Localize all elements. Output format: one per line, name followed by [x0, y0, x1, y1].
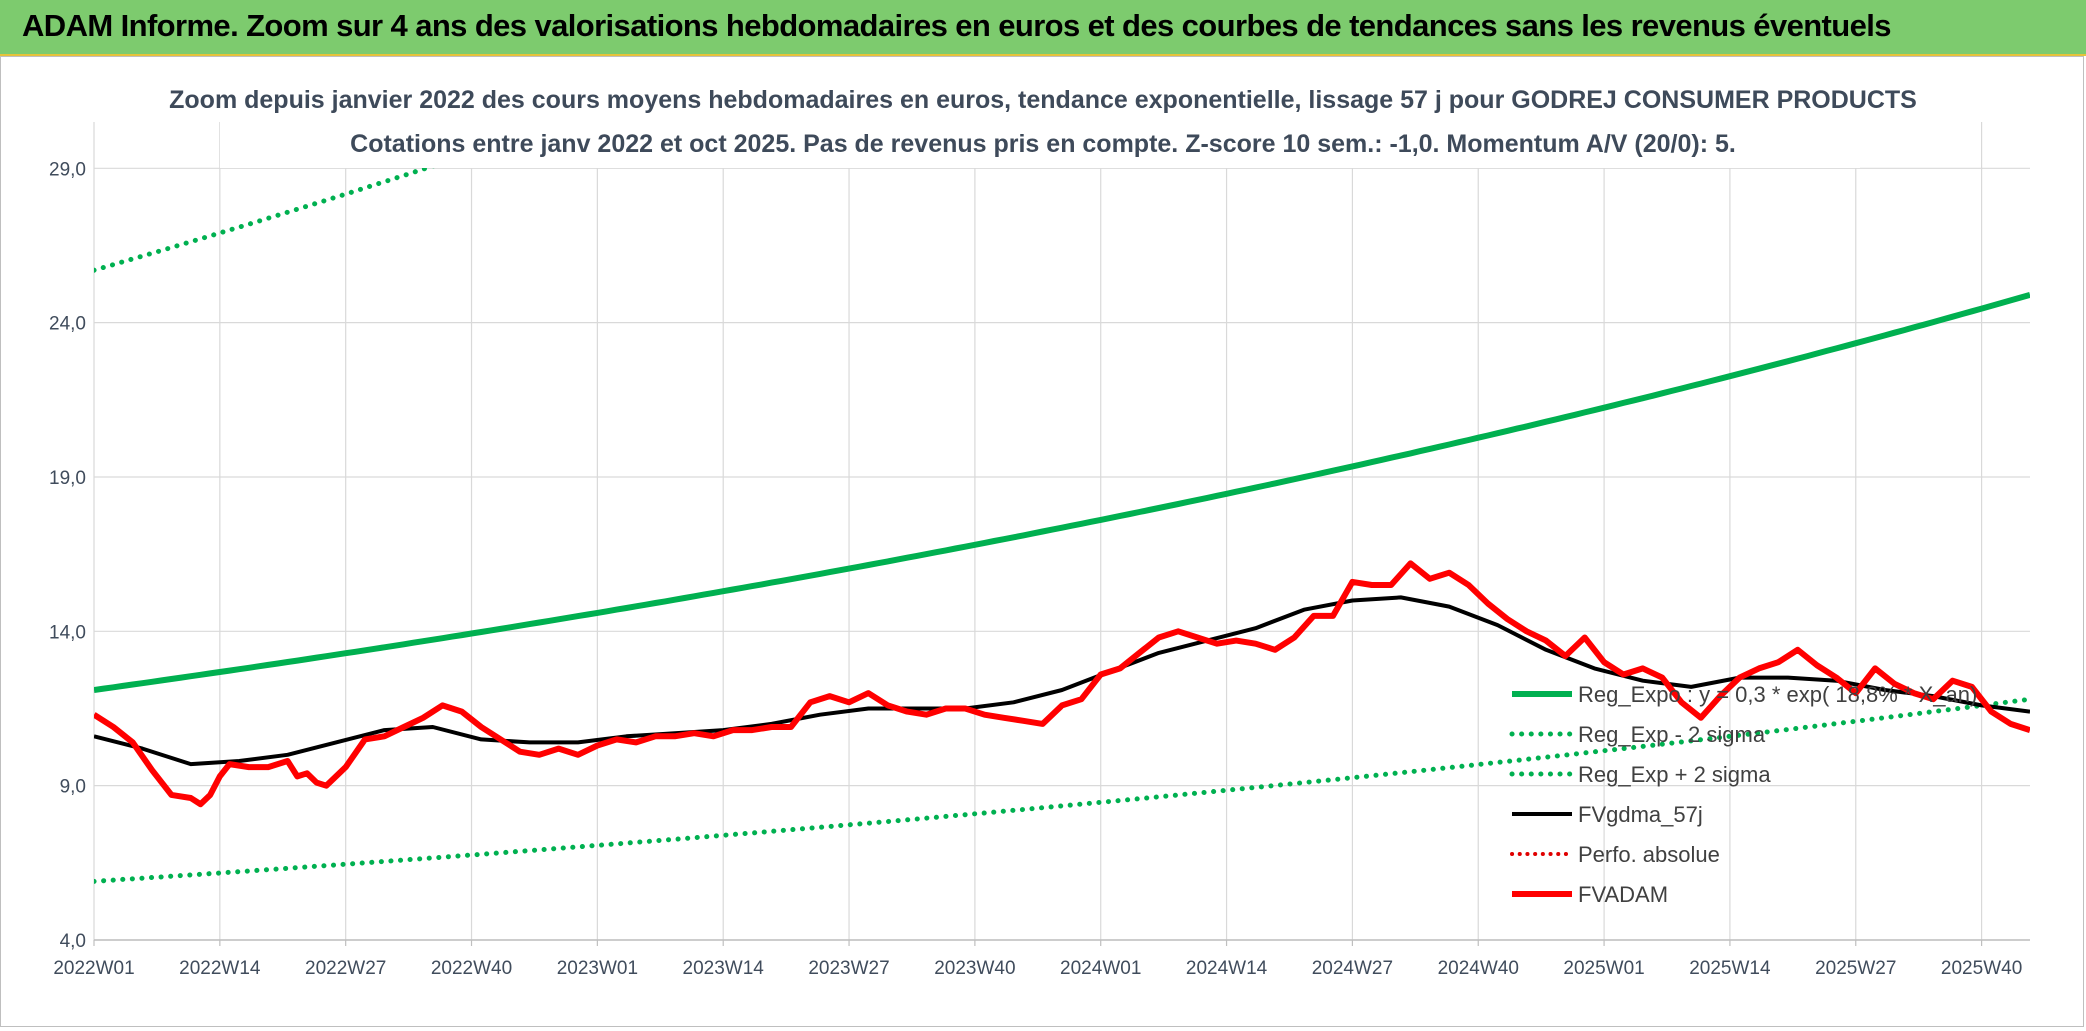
x-tick-label: 2022W14 [179, 958, 261, 979]
x-tick-label: 2024W14 [1186, 958, 1268, 979]
subtitle-backdrop [220, 78, 1860, 168]
legend-label: FVgdma_57j [1578, 802, 1703, 827]
series-group [94, 122, 2030, 884]
chart-subtitle: Cotations entre janv 2022 et oct 2025. P… [350, 130, 1736, 158]
x-tick-label: 2025W27 [1815, 958, 1896, 979]
chart-title: Zoom depuis janvier 2022 des cours moyen… [169, 86, 1917, 114]
x-tick-label: 2025W40 [1941, 958, 2022, 979]
x-tick-label: 2023W01 [557, 958, 638, 979]
legend: Reg_Expo : y = 0,3 * exp( 18,8% * X_an) R… [1509, 682, 1977, 907]
x-tick-label: 2023W14 [683, 958, 765, 979]
chart-frame [0, 56, 2084, 1027]
x-tick-label: 2022W27 [305, 958, 386, 979]
x-tick-label: 2024W27 [1312, 958, 1393, 979]
x-tick-label: 2023W27 [808, 958, 889, 979]
legend-label: Reg_Exp - 2 sigma [1578, 722, 1766, 747]
header-banner: ADAM Informe. Zoom sur 4 ans des valoris… [0, 0, 2086, 56]
y-tick-label: 24,0 [49, 314, 86, 335]
y-tick-label: 4,0 [60, 931, 86, 952]
series-line-1 [94, 696, 2030, 884]
y-tick-label: 29,0 [49, 159, 86, 180]
y-tick-label: 19,0 [49, 468, 86, 489]
x-tick-label: 2024W40 [1438, 958, 1519, 979]
legend-label: Reg_Exp + 2 sigma [1578, 762, 1771, 787]
x-tick-label: 2025W01 [1563, 958, 1644, 979]
series-line-5 [94, 560, 2030, 808]
page-title: ADAM Informe. Zoom sur 4 ans des valoris… [22, 8, 1892, 43]
x-axis-ticks: 2022W01 2022W14 2022W27 2022W40 2023W01 2023W… [53, 958, 2022, 979]
y-tick-label: 14,0 [49, 622, 86, 643]
legend-label: Reg_Expo : y = 0,3 * exp( 18,8% * X_an) [1578, 682, 1977, 707]
series-line-2 [94, 122, 573, 273]
x-tick-label: 2025W14 [1689, 958, 1771, 979]
y-tick-label: 9,0 [60, 777, 86, 798]
legend-label: Perfo. absolue [1578, 842, 1720, 867]
x-tick-label: 2024W01 [1060, 958, 1141, 979]
x-tick-label: 2022W40 [431, 958, 512, 979]
series-line-3 [94, 595, 2030, 767]
series-line-0 [94, 292, 2030, 693]
legend-label: FVADAM [1578, 882, 1668, 907]
x-tick-label: 2022W01 [53, 958, 134, 979]
x-tick-label: 2023W40 [934, 958, 1015, 979]
y-axis-ticks: 4,0 9,0 14,0 19,0 24,0 29,0 [49, 159, 86, 952]
grid [93, 122, 2030, 946]
